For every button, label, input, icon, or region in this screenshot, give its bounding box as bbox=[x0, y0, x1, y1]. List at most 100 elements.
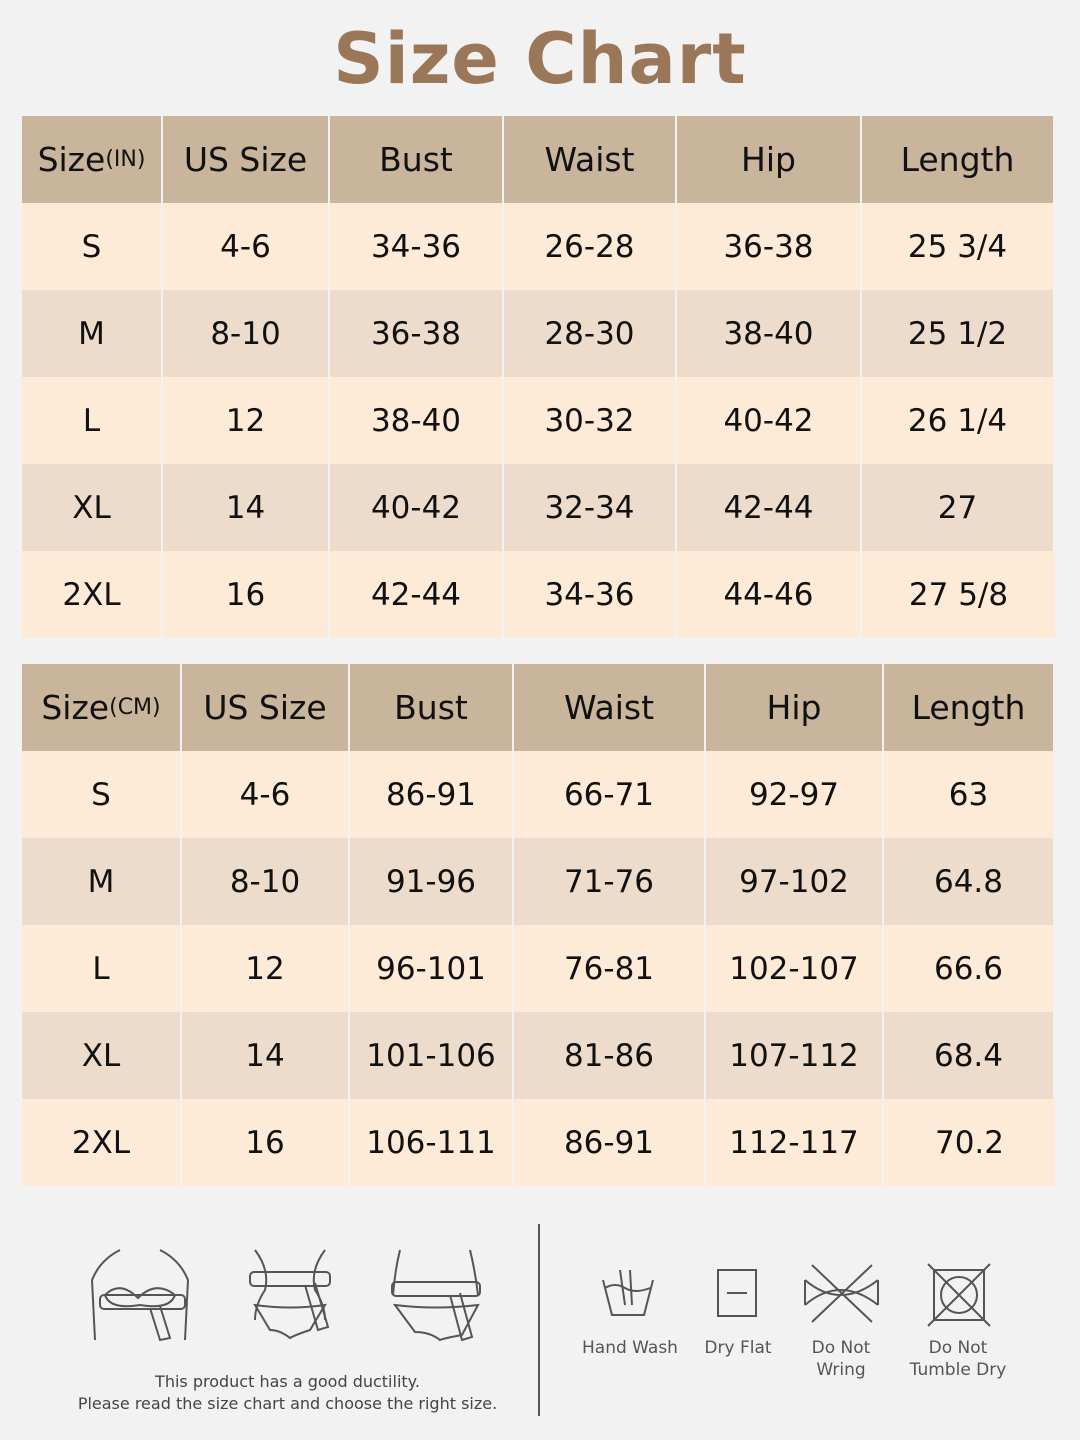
hand-wash-icon bbox=[602, 1269, 654, 1316]
table-cell: 68.4 bbox=[884, 1012, 1055, 1099]
header-cell: Hip bbox=[706, 664, 884, 751]
table-cell: S bbox=[22, 751, 182, 838]
table-cell: 26-28 bbox=[504, 203, 677, 290]
care-label-line: Tumble Dry bbox=[909, 1360, 1007, 1380]
table-cell: 91-96 bbox=[350, 838, 514, 925]
table-cell: 27 5/8 bbox=[862, 551, 1055, 638]
header-unit: (CM) bbox=[109, 695, 161, 720]
do-not-tumble-dry-icon bbox=[927, 1263, 991, 1327]
table-cell: 66.6 bbox=[884, 925, 1055, 1012]
care-label: Do Not Wring bbox=[776, 1337, 906, 1381]
table-cell: 34-36 bbox=[504, 551, 677, 638]
table-cell: 44-46 bbox=[677, 551, 862, 638]
table-cell: 42-44 bbox=[330, 551, 504, 638]
header-cell: Size (IN) bbox=[22, 116, 163, 203]
care-label-line: Dry Flat bbox=[704, 1338, 772, 1358]
table-cell: 12 bbox=[163, 377, 330, 464]
table-cell: 102-107 bbox=[706, 925, 884, 1012]
table-cell: 101-106 bbox=[350, 1012, 514, 1099]
table-cell: 4-6 bbox=[182, 751, 350, 838]
icons bbox=[90, 1224, 991, 1416]
header-cell: Hip bbox=[677, 116, 862, 203]
bust-icon bbox=[90, 1249, 190, 1342]
hip-icon bbox=[391, 1249, 481, 1342]
table-cell: 40-42 bbox=[677, 377, 862, 464]
table-cell: L bbox=[22, 925, 182, 1012]
care-section: This product has a good ductility. Pleas… bbox=[0, 1210, 1080, 1440]
table-cell: 64.8 bbox=[884, 838, 1055, 925]
table-cell: 112-117 bbox=[706, 1099, 884, 1186]
size-table-cm: Size (CM) US Size Bust Waist Hip Length S 4-6 86-… bbox=[22, 664, 1055, 1186]
table-cell: 28-30 bbox=[504, 290, 677, 377]
table-cell: 14 bbox=[163, 464, 330, 551]
care-label-line: Wring bbox=[816, 1360, 866, 1380]
table-cell: M bbox=[22, 290, 163, 377]
table-cell: 2XL bbox=[22, 551, 163, 638]
header-cell: US Size bbox=[163, 116, 330, 203]
table-cell: 16 bbox=[163, 551, 330, 638]
size-table-in: Size (IN) US Size Bust Waist Hip Length S 4-6 34-… bbox=[22, 116, 1055, 638]
care-label: Dry Flat bbox=[673, 1337, 803, 1359]
care-label-line: Do Not bbox=[811, 1338, 871, 1358]
note-line: This product has a good ductility. bbox=[155, 1372, 420, 1391]
table-cell: 27 bbox=[862, 464, 1055, 551]
table-cell: 16 bbox=[182, 1099, 350, 1186]
table-cell: 106-111 bbox=[350, 1099, 514, 1186]
table-cell: 34-36 bbox=[330, 203, 504, 290]
table-cell: XL bbox=[22, 464, 163, 551]
dry-flat-icon bbox=[717, 1269, 757, 1317]
table-cell: 4-6 bbox=[163, 203, 330, 290]
table-cell: 2XL bbox=[22, 1099, 182, 1186]
table-cell: 32-34 bbox=[504, 464, 677, 551]
table-cell: 86-91 bbox=[350, 751, 514, 838]
table-cell: 97-102 bbox=[706, 838, 884, 925]
table-cell: 42-44 bbox=[677, 464, 862, 551]
header-cell: Length bbox=[884, 664, 1055, 751]
table-cell: 8-10 bbox=[182, 838, 350, 925]
title: Size Chart bbox=[333, 18, 747, 100]
table-cell: 38-40 bbox=[677, 290, 862, 377]
table-cell: 92-97 bbox=[706, 751, 884, 838]
care-label-line: Do Not bbox=[928, 1338, 988, 1358]
table-cell: 38-40 bbox=[330, 377, 504, 464]
table-cell: 107-112 bbox=[706, 1012, 884, 1099]
table-cell: 76-81 bbox=[514, 925, 706, 1012]
header-text: Size bbox=[41, 688, 110, 727]
table-cell: XL bbox=[22, 1012, 182, 1099]
table-cell: 30-32 bbox=[504, 377, 677, 464]
table-cell: 26 1/4 bbox=[862, 377, 1055, 464]
care-label-line: Hand Wash bbox=[582, 1338, 678, 1358]
header-cell: Length bbox=[862, 116, 1055, 203]
header-unit: (IN) bbox=[105, 147, 146, 172]
care-label: Do Not Tumble Dry bbox=[893, 1337, 1023, 1381]
table-cell: M bbox=[22, 838, 182, 925]
table-cell: 36-38 bbox=[677, 203, 862, 290]
header-text: Size bbox=[37, 140, 106, 179]
table-cell: 63 bbox=[884, 751, 1055, 838]
table-cell: L bbox=[22, 377, 163, 464]
table-cell: 25 3/4 bbox=[862, 203, 1055, 290]
table-cell: 12 bbox=[182, 925, 350, 1012]
table-cell: 36-38 bbox=[330, 290, 504, 377]
table-cell: 96-101 bbox=[350, 925, 514, 1012]
header-cell: US Size bbox=[182, 664, 350, 751]
header-cell: Size (CM) bbox=[22, 664, 182, 751]
table-cell: 86-91 bbox=[514, 1099, 706, 1186]
header-cell: Bust bbox=[350, 664, 514, 751]
table-cell: 14 bbox=[182, 1012, 350, 1099]
waist-icon bbox=[249, 1249, 331, 1340]
do-not-wring-icon bbox=[804, 1264, 879, 1323]
table-cell: 25 1/2 bbox=[862, 290, 1055, 377]
table-cell: 71-76 bbox=[514, 838, 706, 925]
table-cell: 66-71 bbox=[514, 751, 706, 838]
header-cell: Bust bbox=[330, 116, 504, 203]
table-cell: 40-42 bbox=[330, 464, 504, 551]
table-cell: S bbox=[22, 203, 163, 290]
header-cell: Waist bbox=[504, 116, 677, 203]
table-cell: 8-10 bbox=[163, 290, 330, 377]
table-cell: 70.2 bbox=[884, 1099, 1055, 1186]
header-cell: Waist bbox=[514, 664, 706, 751]
table-cell: 81-86 bbox=[514, 1012, 706, 1099]
care-label: Hand Wash bbox=[565, 1337, 695, 1359]
